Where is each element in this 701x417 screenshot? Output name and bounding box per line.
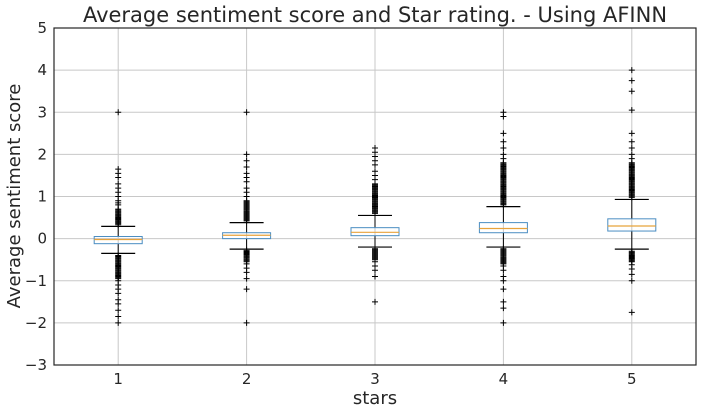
y-tick-label: 4 bbox=[37, 61, 47, 79]
box-group-4 bbox=[478, 109, 528, 326]
outlier-marker bbox=[243, 109, 250, 116]
box-iqr bbox=[93, 236, 143, 245]
y-tick-label: 2 bbox=[37, 145, 47, 163]
chart-title: Average sentiment score and Star rating.… bbox=[83, 3, 667, 27]
outlier-marker bbox=[628, 145, 635, 152]
outlier-marker bbox=[372, 298, 378, 305]
outlier-marker bbox=[628, 88, 635, 95]
box-group-2 bbox=[222, 109, 272, 326]
outlier-marker bbox=[500, 145, 507, 152]
outlier-marker bbox=[115, 109, 122, 116]
box-group-5 bbox=[607, 67, 657, 316]
x-tick-label: 1 bbox=[113, 370, 123, 388]
outlier-marker bbox=[628, 67, 635, 74]
box-group-3 bbox=[350, 145, 400, 305]
outlier-marker bbox=[372, 176, 378, 183]
outlier-marker bbox=[500, 155, 507, 162]
outlier-marker bbox=[500, 319, 507, 326]
outlier-marker bbox=[243, 151, 250, 158]
y-tick-label: 3 bbox=[37, 103, 47, 121]
outlier-marker bbox=[500, 267, 507, 274]
x-tick-label: 2 bbox=[242, 370, 252, 388]
x-tick-label: 5 bbox=[627, 370, 637, 388]
outlier-marker bbox=[243, 275, 250, 282]
outlier-marker bbox=[115, 307, 122, 314]
y-axis-label: Average sentiment score bbox=[4, 84, 25, 309]
outlier-marker bbox=[243, 319, 250, 326]
x-axis-label: stars bbox=[353, 388, 397, 409]
plot-frame bbox=[53, 27, 697, 366]
y-tick-label: 0 bbox=[37, 230, 47, 248]
outlier-marker bbox=[243, 193, 250, 200]
outlier-marker bbox=[628, 309, 635, 316]
outlier-marker bbox=[243, 157, 250, 164]
outlier-marker bbox=[500, 130, 507, 137]
outlier-marker bbox=[628, 77, 635, 84]
y-tick-label: 1 bbox=[37, 188, 47, 206]
outlier-marker bbox=[243, 164, 250, 171]
box-iqr bbox=[607, 218, 657, 232]
y-tick-label: −3 bbox=[25, 356, 47, 374]
outlier-marker bbox=[500, 277, 507, 284]
outlier-marker bbox=[115, 300, 122, 307]
outlier-marker bbox=[372, 273, 378, 280]
outlier-marker bbox=[115, 201, 122, 208]
box-iqr bbox=[350, 227, 400, 237]
box-iqr bbox=[478, 222, 528, 234]
outlier-marker bbox=[372, 161, 378, 168]
outlier-marker bbox=[115, 174, 122, 181]
outlier-marker bbox=[628, 130, 635, 137]
outlier-marker bbox=[628, 271, 635, 278]
y-tick-label: 5 bbox=[37, 19, 47, 37]
outlier-marker bbox=[243, 269, 250, 276]
outlier-marker bbox=[500, 286, 507, 293]
outlier-marker bbox=[628, 277, 635, 284]
outlier-marker bbox=[500, 305, 507, 312]
outlier-marker bbox=[628, 265, 635, 272]
outlier-marker bbox=[628, 155, 635, 162]
outlier-marker bbox=[115, 313, 122, 320]
outlier-marker bbox=[243, 178, 250, 185]
outlier-marker bbox=[500, 138, 507, 145]
outlier-marker bbox=[500, 113, 507, 120]
box-group-1 bbox=[93, 109, 143, 326]
outlier-marker bbox=[628, 107, 635, 114]
outlier-marker bbox=[115, 290, 122, 297]
outlier-marker bbox=[115, 319, 122, 326]
tick-layer: −3 −2 −1 0 1 2 3 4 5 1 2 3 4 5 bbox=[25, 19, 637, 388]
outlier-marker bbox=[500, 298, 507, 305]
x-tick-label: 3 bbox=[370, 370, 380, 388]
x-tick-label: 4 bbox=[499, 370, 509, 388]
y-tick-label: −1 bbox=[25, 272, 47, 290]
outlier-marker bbox=[628, 138, 635, 145]
box-layer bbox=[93, 67, 657, 326]
outlier-marker bbox=[243, 286, 250, 293]
outlier-marker bbox=[372, 267, 378, 274]
y-tick-label: −2 bbox=[25, 314, 47, 332]
